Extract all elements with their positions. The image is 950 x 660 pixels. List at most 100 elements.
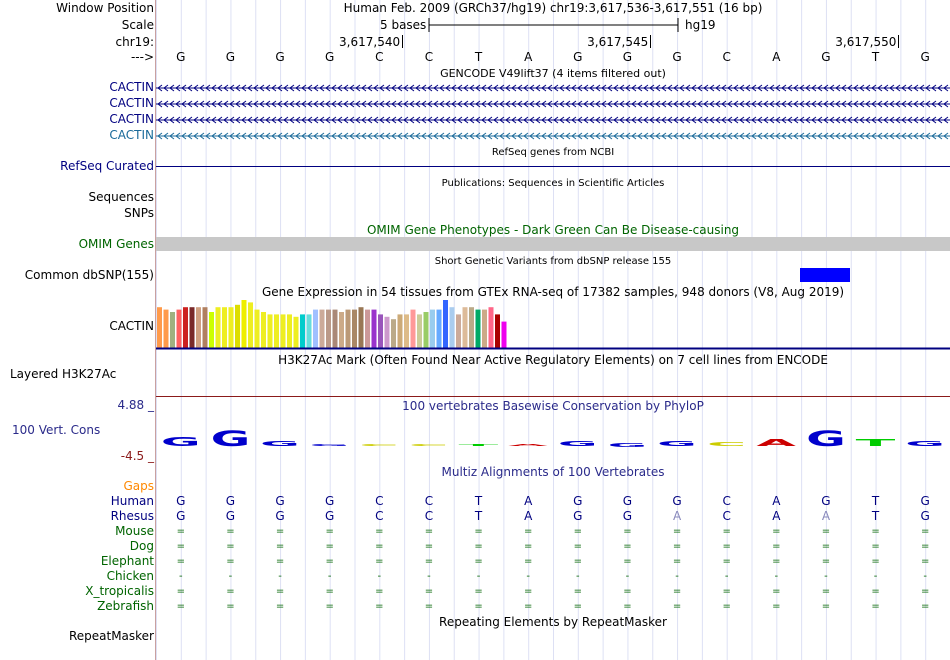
gene-label-cactin-3[interactable]: CACTIN <box>109 112 154 126</box>
strand-arrow <box>445 84 451 92</box>
species-label[interactable]: Rhesus <box>110 509 154 523</box>
strand-arrow <box>265 100 271 108</box>
alignment-cell: = <box>672 601 682 612</box>
alignment-cell: = <box>176 556 185 567</box>
alignment-cell: G <box>920 494 930 508</box>
label-gtex-cactin[interactable]: CACTIN <box>109 319 154 333</box>
publications-track-title: Publications: Sequences in Scientific Ar… <box>441 178 665 189</box>
label-dbsnp[interactable]: Common dbSNP(155) <box>24 268 154 282</box>
reference-base: C <box>722 50 731 64</box>
label-refseq[interactable]: RefSeq Curated <box>60 159 154 173</box>
strand-arrow <box>523 100 529 108</box>
strand-arrow <box>799 116 805 124</box>
gtex-tissue-bar <box>443 300 448 348</box>
species-label[interactable]: Zebrafish <box>97 599 154 613</box>
gtex-expression-chart[interactable] <box>156 300 950 350</box>
gencode-track-title: GENCODE V49lift37 (4 items filtered out) <box>440 67 666 80</box>
omim-feature-bar[interactable] <box>156 237 950 251</box>
strand-arrow <box>211 132 217 140</box>
alignment-cell: = <box>474 556 483 567</box>
strand-arrow <box>175 100 181 108</box>
alignment-cell: = <box>573 541 582 552</box>
strand-arrow <box>823 84 829 92</box>
gene-label-cactin-4[interactable]: CACTIN <box>109 128 154 142</box>
alignment-cell: = <box>672 526 682 537</box>
strand-arrow <box>877 100 883 108</box>
strand-arrow <box>601 100 607 108</box>
strand-arrow <box>583 116 589 124</box>
species-label[interactable]: Human <box>110 494 154 508</box>
gtex-tissue-bar <box>300 314 305 348</box>
strand-arrow <box>319 116 325 124</box>
label-snps[interactable]: SNPs <box>124 206 154 220</box>
label-cons[interactable]: 100 Vert. Cons <box>12 423 101 437</box>
refseq-gene-line[interactable] <box>156 166 950 167</box>
strand-arrow <box>181 100 187 108</box>
strand-arrow <box>313 100 319 108</box>
species-label[interactable]: Chicken <box>106 569 154 583</box>
strand-arrow <box>583 132 589 140</box>
strand-arrow <box>847 132 853 140</box>
strand-arrow <box>223 100 229 108</box>
strand-arrow <box>337 84 343 92</box>
gene-label-cactin-2[interactable]: CACTIN <box>109 96 154 110</box>
strand-arrow <box>877 116 883 124</box>
label-sequences[interactable]: Sequences <box>88 190 154 204</box>
alignment-cell: G <box>821 494 831 508</box>
gtex-tissue-bar <box>488 307 494 348</box>
strand-arrow <box>367 84 373 92</box>
alignment-cell: = <box>672 556 682 567</box>
gtex-tissue-bar <box>306 314 312 348</box>
strand-arrow <box>421 116 427 124</box>
strand-arrow <box>733 84 739 92</box>
species-label[interactable]: X_tropicalis <box>85 584 154 598</box>
gtex-tissue-bar <box>449 307 455 348</box>
strand-arrow <box>607 116 613 124</box>
alignment-cell: = <box>623 556 632 567</box>
species-label[interactable]: Mouse <box>115 524 154 538</box>
dbsnp-variant[interactable] <box>800 268 850 282</box>
strand-arrow <box>919 100 925 108</box>
reference-base: A <box>524 50 533 64</box>
strand-arrow <box>595 84 601 92</box>
alignment-cell: = <box>325 526 334 537</box>
label-omim[interactable]: OMIM Genes <box>78 237 154 251</box>
strand-arrow <box>841 132 847 140</box>
alignment-cell: = <box>920 526 930 537</box>
reference-base: G <box>225 50 236 64</box>
gtex-tissue-bar <box>404 314 409 348</box>
label-h3k27ac[interactable]: Layered H3K27Ac <box>10 367 117 381</box>
strand-arrow <box>517 132 523 140</box>
strand-arrow <box>391 132 397 140</box>
strand-arrow <box>529 100 535 108</box>
strand-arrow <box>487 116 493 124</box>
strand-arrow <box>391 84 397 92</box>
alignment-cell: = <box>821 586 831 597</box>
label-gaps[interactable]: Gaps <box>123 479 154 493</box>
strand-arrow <box>619 100 625 108</box>
strand-arrow <box>199 132 205 140</box>
strand-arrow <box>163 100 169 108</box>
strand-arrow <box>793 100 799 108</box>
alignment-cell: = <box>325 541 334 552</box>
strand-arrow <box>667 100 673 108</box>
strand-arrow <box>613 116 619 124</box>
gencode-gene-models[interactable] <box>156 80 950 144</box>
alignment-cell: - <box>476 571 481 582</box>
species-label[interactable]: Dog <box>129 539 154 553</box>
strand-arrow <box>679 100 685 108</box>
strand-arrow <box>793 116 799 124</box>
strand-arrow <box>235 84 241 92</box>
strand-arrow <box>523 84 529 92</box>
strand-arrow <box>703 100 709 108</box>
strand-arrow <box>301 100 307 108</box>
alignment-cell: T <box>474 509 483 523</box>
gene-label-cactin-1[interactable]: CACTIN <box>109 80 154 94</box>
label-repeatmasker[interactable]: RepeatMasker <box>68 629 154 643</box>
strand-arrow <box>547 84 553 92</box>
strand-arrow <box>247 116 253 124</box>
species-label[interactable]: Elephant <box>100 554 154 568</box>
strand-arrow <box>853 116 859 124</box>
strand-arrow <box>727 132 733 140</box>
